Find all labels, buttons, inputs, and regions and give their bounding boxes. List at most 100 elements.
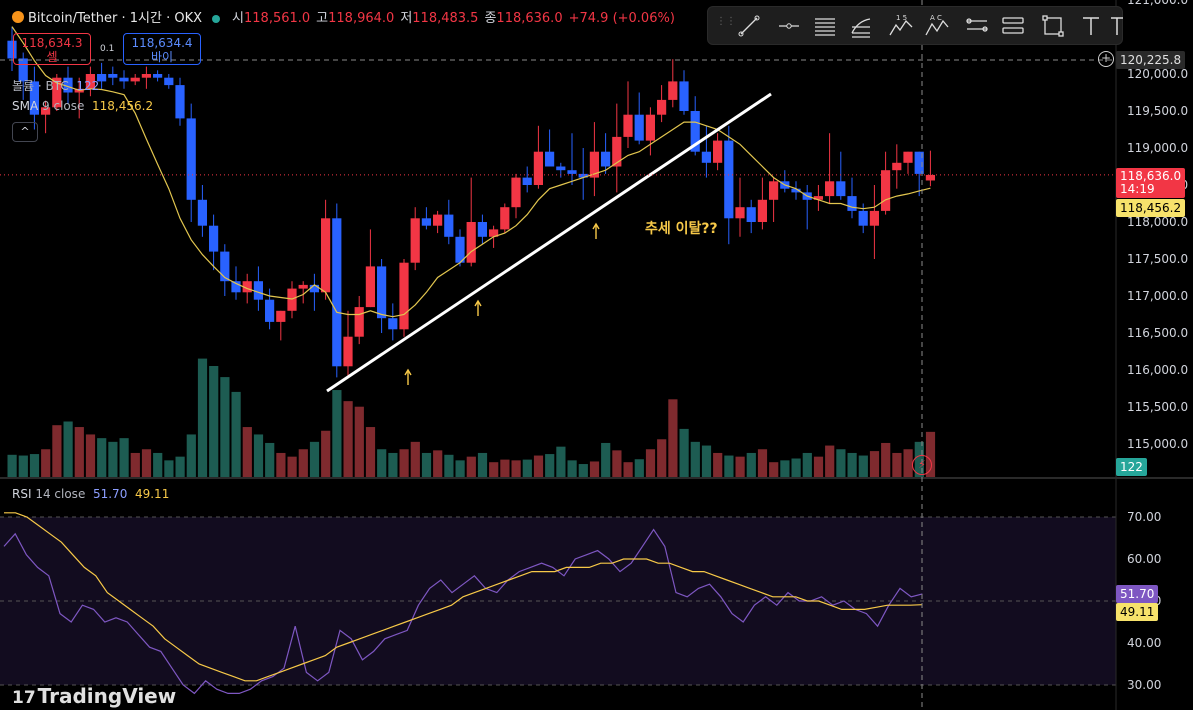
buy-button[interactable]: 118,634.4 바이 (123, 33, 201, 65)
high-value: 118,964.0 (328, 11, 395, 26)
date-range-icon[interactable] (1000, 13, 1026, 39)
price-tick-label: 115,000.0 (1127, 437, 1188, 451)
rsi-legend-value: 51.70 (92, 487, 128, 501)
candle-body (377, 266, 387, 319)
volume-bar (645, 449, 656, 477)
price-tick-label: 116,000.0 (1127, 363, 1188, 377)
candle-body (41, 107, 51, 115)
price-tick-label: 120,000.0 (1127, 67, 1188, 81)
candle-body (52, 77, 62, 108)
candle-body (18, 58, 28, 82)
rsi-tag: 51.70 (1116, 585, 1159, 603)
volume-bar (881, 442, 891, 477)
candle-body (265, 299, 275, 322)
elliott-wave-icon[interactable]: 1 5 (888, 13, 914, 39)
symbol-title[interactable]: Bitcoin/Tether · 1시간 · OKX (28, 11, 203, 26)
volume-bar (634, 459, 644, 477)
volume-bar (444, 454, 454, 477)
candle-body (679, 81, 689, 111)
tradingview-logo[interactable]: 𝟭𝟳 TradingView (12, 684, 176, 708)
trendline[interactable] (326, 92, 772, 393)
drag-handle-icon[interactable]: ⋮⋮ (716, 16, 736, 27)
trendline-icon[interactable] (736, 13, 762, 39)
annotation-text[interactable]: 추세 이탈?? (645, 221, 718, 237)
candle-body (724, 140, 734, 219)
volume-bar (29, 454, 40, 477)
collapse-legend-button[interactable]: ^ (12, 122, 38, 142)
volume-bar (623, 462, 633, 477)
long-position-icon[interactable] (964, 13, 990, 39)
volume-bar (533, 455, 544, 477)
price-tick-label: 119,500.0 (1127, 104, 1188, 118)
rsi-legend[interactable]: RSI 14 close 51.70 49.11 (12, 487, 169, 501)
rectangle-icon[interactable] (1040, 13, 1066, 39)
volume-bar (52, 425, 62, 477)
price-tick-label: 115,500.0 (1127, 400, 1188, 414)
fib-retracement-icon[interactable] (848, 13, 874, 39)
volume-legend-label: 볼륨 · BTC (12, 79, 69, 93)
volume-bar (511, 460, 521, 477)
candle-body (690, 111, 700, 152)
close-value: 118,636.0 (496, 11, 563, 26)
candle-body (668, 81, 678, 100)
candlestick-series (7, 26, 935, 378)
up-arrow-head (404, 368, 412, 376)
candle-body (130, 77, 140, 82)
volume-bar (97, 438, 107, 477)
volume-bar (242, 427, 252, 477)
candle-body (533, 151, 543, 185)
candle-body (197, 199, 207, 226)
text-format-icon[interactable] (1110, 13, 1124, 39)
candle-body (321, 218, 331, 293)
sma-legend-params: 9 close (42, 99, 85, 113)
text-icon[interactable] (1078, 13, 1104, 39)
candle-body (433, 214, 443, 226)
volume-bar (108, 441, 118, 477)
candle-body (399, 262, 409, 330)
volume-bar (377, 449, 387, 477)
candle-body (287, 288, 297, 311)
volume-bar (489, 462, 499, 477)
volume-bar (399, 449, 409, 477)
rsi-ma-line (4, 512, 923, 682)
sell-button[interactable]: 118,634.3 셀 (13, 33, 91, 65)
candle-body (903, 151, 913, 163)
volume-bar (735, 456, 745, 477)
price-tick-label: 121,000.0 (1127, 0, 1188, 7)
rsi-tick-label: 60.00 (1127, 552, 1161, 566)
rsi-legend-params: 14 close (35, 487, 86, 501)
abcd-pattern-icon[interactable]: A C (924, 13, 950, 39)
candle-body (836, 181, 846, 197)
candle-body (925, 174, 935, 181)
candle-body (209, 225, 219, 252)
rsi-legend-label: RSI (12, 487, 32, 501)
candle-body (466, 222, 476, 263)
low-value: 118,483.5 (412, 11, 479, 26)
lightning-icon[interactable]: ⚡ (912, 455, 932, 475)
candle-body (825, 181, 835, 197)
volume-bar (175, 456, 185, 477)
volume-bar (466, 456, 476, 477)
price-tick-label: 119,000.0 (1127, 141, 1188, 155)
volume-bar (545, 454, 555, 477)
up-arrow-head (592, 222, 600, 230)
candle-body (97, 74, 107, 82)
volume-bar (276, 452, 286, 477)
parallel-channel-icon[interactable] (812, 13, 838, 39)
sma-legend-label: SMA (12, 99, 39, 113)
candle-body (119, 77, 129, 82)
add-alert-icon[interactable]: + (1098, 51, 1114, 67)
volume-bar (690, 441, 700, 477)
candle-body (489, 229, 499, 237)
sma-legend[interactable]: SMA 9 close 118,456.2 (12, 99, 153, 113)
volume-legend[interactable]: 볼륨 · BTC 122 (12, 77, 99, 94)
horizontal-line-icon[interactable] (776, 13, 802, 39)
volume-bar (332, 390, 342, 477)
candle-body (231, 281, 241, 293)
volume-legend-value: 122 (76, 79, 100, 93)
rsi-ma-tag: 49.11 (1116, 603, 1159, 621)
volume-bar (41, 449, 51, 477)
volume-bar (601, 442, 611, 477)
volume-bar (298, 449, 308, 477)
